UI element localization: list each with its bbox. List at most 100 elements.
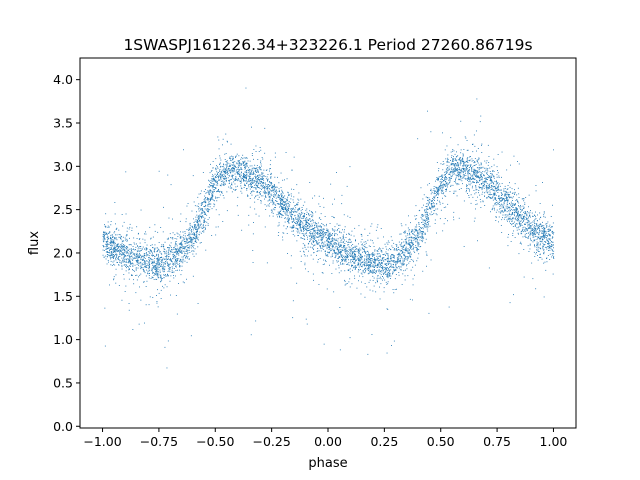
data-point bbox=[199, 231, 201, 233]
data-point bbox=[390, 264, 392, 266]
data-point bbox=[353, 266, 355, 268]
data-point bbox=[520, 209, 521, 210]
data-point bbox=[132, 246, 134, 247]
data-point bbox=[390, 258, 392, 259]
data-point bbox=[154, 224, 156, 226]
data-point bbox=[213, 187, 215, 188]
data-point bbox=[260, 185, 262, 186]
data-point bbox=[176, 251, 178, 253]
data-point bbox=[228, 168, 230, 169]
data-point bbox=[327, 235, 329, 237]
data-point bbox=[197, 222, 199, 224]
data-point bbox=[320, 247, 322, 249]
data-point bbox=[281, 214, 283, 215]
data-point bbox=[198, 215, 200, 217]
data-point bbox=[233, 169, 235, 171]
data-point bbox=[111, 252, 113, 254]
data-point bbox=[178, 243, 180, 245]
data-point bbox=[116, 246, 118, 247]
data-point bbox=[202, 230, 203, 232]
data-point bbox=[169, 250, 171, 252]
data-point bbox=[526, 230, 528, 232]
data-point bbox=[281, 197, 283, 199]
data-point bbox=[359, 275, 360, 277]
data-point bbox=[141, 258, 143, 260]
data-point bbox=[150, 259, 152, 261]
data-point bbox=[533, 239, 535, 241]
data-point bbox=[136, 250, 138, 252]
data-point bbox=[506, 211, 508, 213]
data-point bbox=[511, 213, 513, 215]
data-point bbox=[177, 251, 178, 253]
data-point bbox=[509, 182, 510, 184]
data-point bbox=[112, 236, 114, 238]
data-point bbox=[148, 277, 150, 279]
data-point bbox=[203, 222, 205, 223]
data-point bbox=[404, 230, 406, 232]
data-point bbox=[499, 204, 501, 205]
data-point bbox=[319, 224, 321, 226]
data-point bbox=[476, 189, 478, 191]
data-point bbox=[497, 197, 499, 199]
data-point bbox=[243, 157, 245, 159]
data-point bbox=[205, 201, 207, 203]
data-point bbox=[523, 216, 524, 218]
data-point bbox=[157, 268, 159, 270]
data-point bbox=[407, 227, 409, 229]
data-point bbox=[370, 239, 372, 241]
data-point bbox=[372, 256, 374, 257]
data-point bbox=[111, 248, 112, 250]
data-point bbox=[520, 241, 522, 243]
data-point bbox=[167, 238, 169, 240]
data-point bbox=[105, 258, 107, 260]
data-point bbox=[356, 248, 358, 250]
data-point bbox=[208, 217, 210, 219]
data-point bbox=[304, 220, 306, 222]
data-point bbox=[399, 253, 401, 255]
data-point bbox=[529, 243, 531, 245]
data-point bbox=[161, 257, 162, 258]
data-point bbox=[196, 220, 198, 222]
data-point bbox=[543, 296, 545, 298]
data-point bbox=[329, 240, 331, 242]
data-point bbox=[293, 189, 295, 190]
data-point bbox=[543, 231, 545, 233]
data-point bbox=[123, 257, 125, 259]
data-point bbox=[457, 169, 459, 171]
data-point bbox=[516, 199, 518, 200]
data-point bbox=[153, 275, 155, 276]
data-point bbox=[278, 232, 280, 233]
data-point bbox=[418, 229, 420, 230]
data-point bbox=[553, 247, 554, 249]
data-point bbox=[452, 172, 454, 174]
data-point bbox=[129, 269, 130, 270]
data-point bbox=[162, 268, 164, 270]
data-point bbox=[376, 226, 378, 228]
data-point bbox=[134, 264, 136, 266]
data-point bbox=[500, 210, 502, 212]
data-point bbox=[521, 230, 523, 232]
data-point bbox=[443, 174, 445, 176]
data-point bbox=[320, 232, 322, 234]
data-point bbox=[386, 268, 387, 270]
data-point bbox=[106, 232, 108, 234]
data-point bbox=[220, 185, 221, 186]
data-point bbox=[352, 269, 353, 271]
data-point bbox=[260, 178, 262, 180]
data-point bbox=[110, 244, 112, 246]
data-point bbox=[373, 259, 375, 260]
data-point bbox=[135, 249, 136, 250]
data-point bbox=[250, 184, 252, 186]
data-point bbox=[510, 204, 511, 206]
data-point bbox=[381, 262, 383, 264]
data-point bbox=[221, 171, 223, 173]
data-point bbox=[503, 211, 504, 213]
data-point bbox=[543, 229, 545, 231]
data-point bbox=[126, 246, 127, 247]
data-point bbox=[137, 251, 139, 252]
data-point bbox=[387, 269, 389, 271]
data-point bbox=[270, 182, 272, 184]
data-point bbox=[402, 273, 404, 275]
data-point bbox=[263, 193, 265, 195]
data-point bbox=[234, 190, 236, 191]
